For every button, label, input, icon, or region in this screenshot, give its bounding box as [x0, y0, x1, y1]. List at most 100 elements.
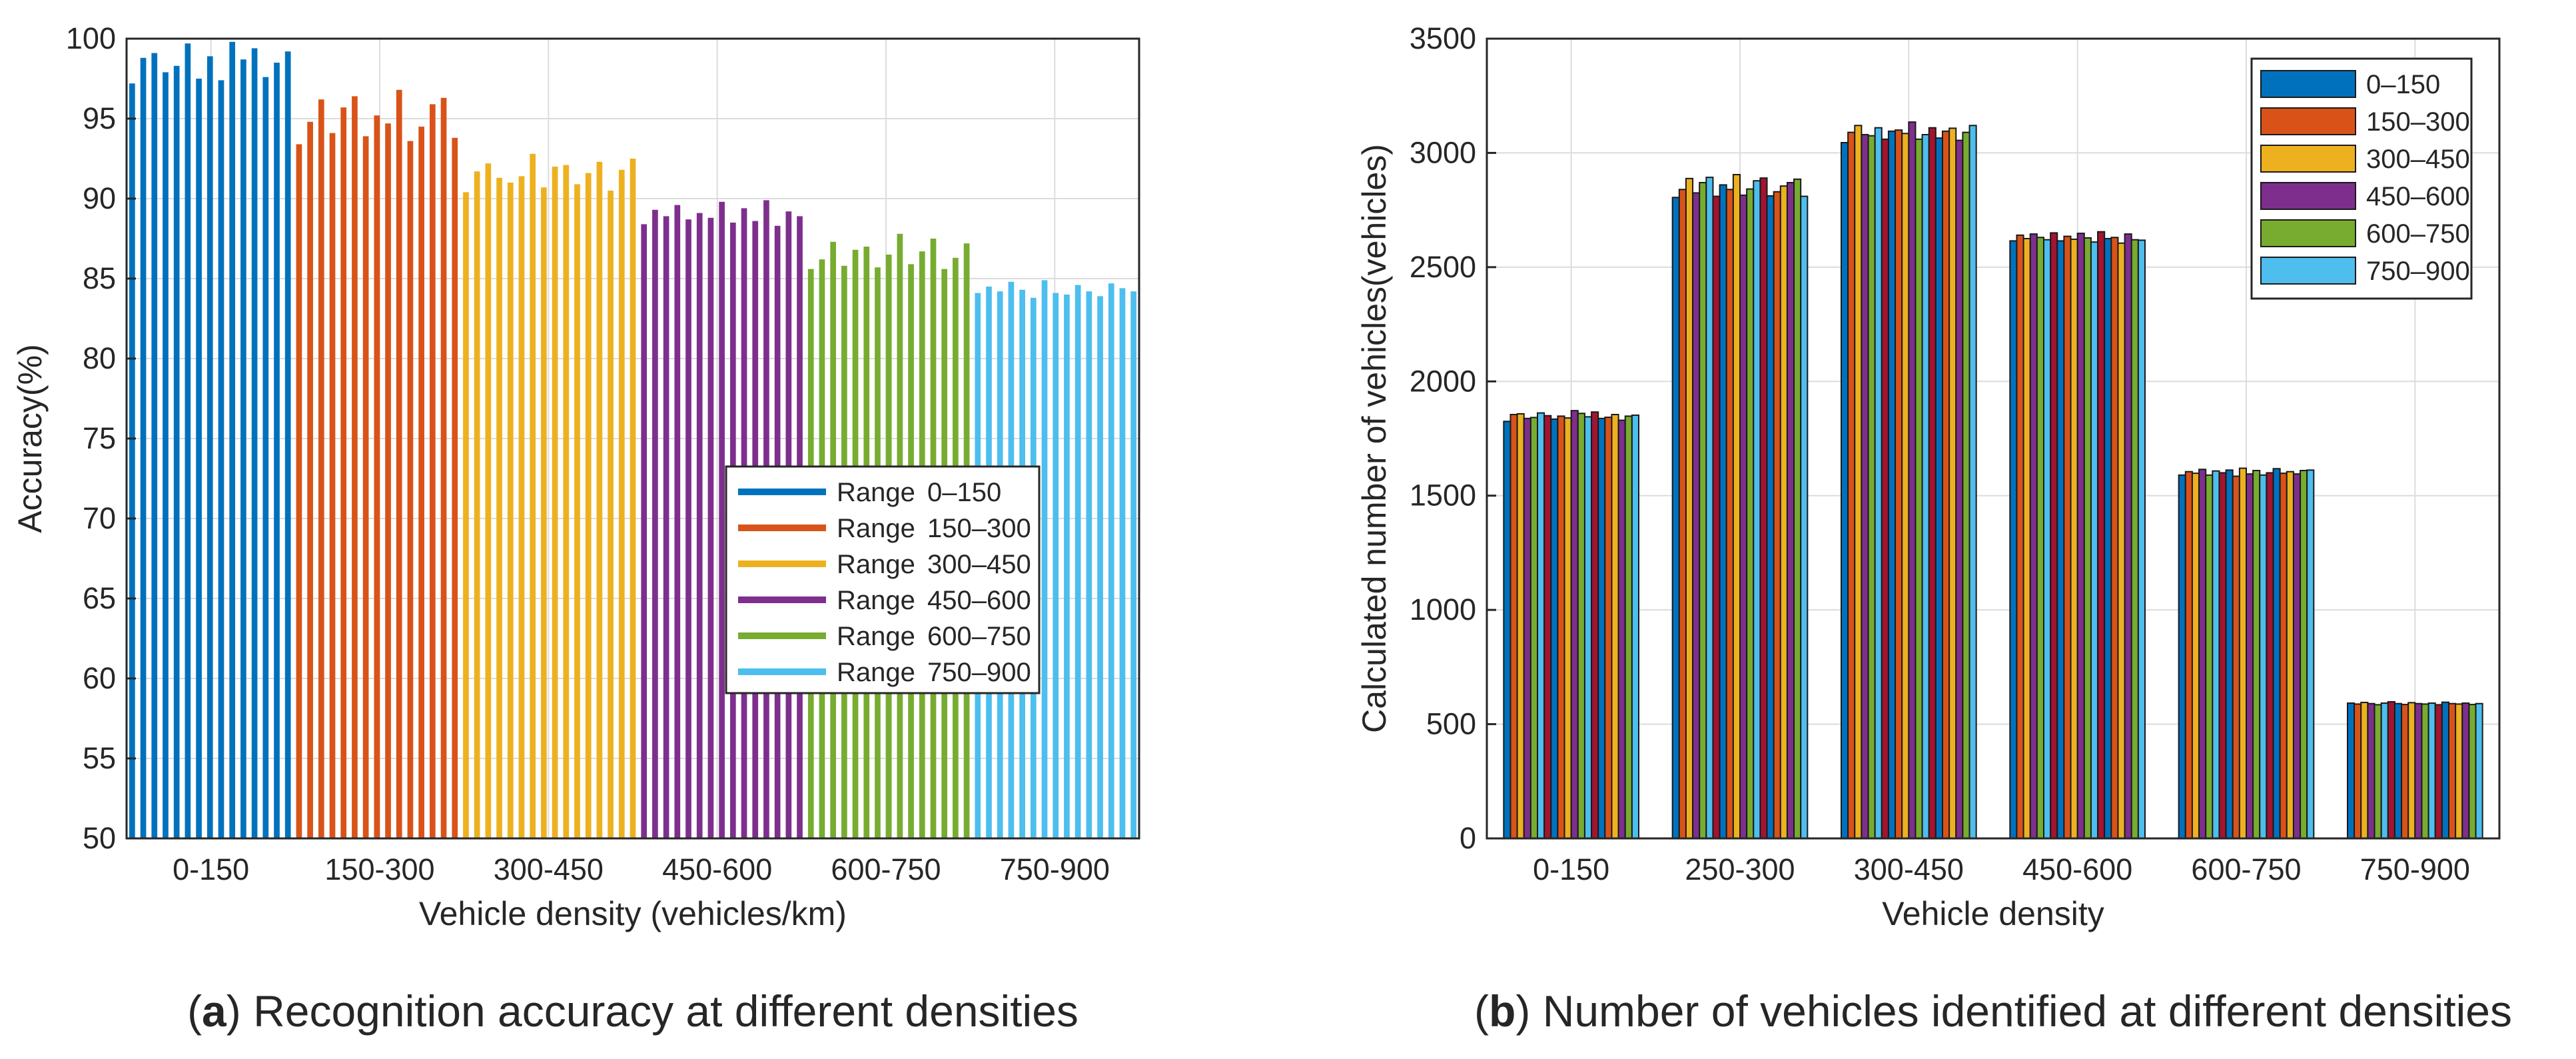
chart-b-bar	[2110, 237, 2119, 839]
chart-a-y-tick-label: 100	[66, 21, 116, 55]
chart-b-legend-label: 300–450	[2366, 145, 2470, 174]
chart-b-bar	[2414, 702, 2423, 839]
chart-b-bar	[2354, 703, 2362, 840]
chart-b-bar	[2373, 704, 2382, 840]
chart-a-x-label: Vehicle density (vehicles/km)	[419, 895, 847, 932]
chart-b-bar	[1881, 138, 1889, 839]
chart-a-y-tick-label: 85	[83, 261, 116, 295]
chart-a-y-tick-label: 95	[83, 101, 116, 135]
chart-a-bar	[374, 115, 380, 839]
chart-b-bar	[1861, 134, 1869, 839]
chart-b-x-tick-label: 0-150	[1533, 852, 1609, 886]
chart-a-bar	[140, 57, 147, 838]
chart-b-bar	[2225, 469, 2234, 839]
chart-b-bar	[2198, 469, 2207, 839]
chart-a-bar	[284, 51, 291, 839]
chart-a-y-tick-label: 80	[83, 341, 116, 375]
chart-b-bar	[1529, 417, 1539, 839]
chart-b-x-tick-label: 600-750	[2191, 852, 2301, 886]
chart-a-bar	[1108, 283, 1114, 838]
chart-b-bar	[1591, 411, 1599, 839]
chart-a-legend-range: 0–150	[927, 478, 1001, 507]
chart-a-legend-name: Range	[837, 478, 915, 507]
chart-a-y-tick-label: 65	[83, 581, 116, 615]
chart-b-y-tick-label: 0	[1460, 821, 1476, 855]
chart-b-bar	[1604, 417, 1613, 839]
chart-b-y-label: Calculated number of vehicles(vehicles)	[1356, 144, 1393, 733]
chart-b-legend-label: 450–600	[2366, 182, 2470, 211]
chart-b-y-tick-label: 3500	[1410, 21, 1476, 55]
chart-b-bar	[2137, 239, 2146, 839]
chart-a-bar	[507, 183, 514, 838]
chart-b-bar	[2184, 471, 2193, 839]
chart-a-bar	[1097, 296, 1103, 838]
chart-b-legend-swatch	[2260, 145, 2356, 173]
chart-b-y-tick-label: 1000	[1410, 592, 1476, 626]
chart-a-x-tick-label: 600-750	[831, 852, 941, 886]
chart-b-legend: 0–150 150–300 300–450 450–600 600–750 750–900	[2250, 57, 2473, 300]
chart-a-bar	[262, 77, 269, 839]
chart-a-bar	[318, 99, 324, 839]
chart-b-bar	[2016, 234, 2024, 840]
chart-a-bar	[429, 104, 436, 838]
chart-a-bar	[618, 169, 625, 839]
chart-a-bar	[274, 63, 280, 838]
chart-a-bar	[452, 137, 458, 838]
chart-b-bar	[2441, 701, 2450, 839]
chart-b-bar	[1692, 192, 1701, 839]
chart-b-x-tick-label: 250-300	[1685, 852, 1795, 886]
chart-a-legend-range: 750–900	[927, 658, 1031, 687]
chart-b-bar	[2218, 472, 2227, 839]
chart-b-bar	[1887, 130, 1897, 839]
chart-a-bar	[707, 217, 714, 838]
chart-a-bars	[129, 41, 1136, 839]
chart-a-legend-range: 300–450	[927, 550, 1031, 579]
chart-a-y-tick-label: 50	[83, 821, 116, 855]
chart-a-bar	[608, 191, 614, 838]
chart-b-bar	[2421, 703, 2429, 840]
chart-a-bar	[674, 205, 681, 839]
chart-b-bar	[2029, 233, 2038, 839]
chart-b-bar	[2117, 242, 2126, 840]
chart-a-bar	[185, 43, 191, 839]
chart-b-bar	[1766, 195, 1775, 839]
chart-b-y-tick-label: 2500	[1410, 250, 1476, 284]
chart-a-bar	[496, 177, 502, 838]
chart-a-bar	[485, 163, 492, 838]
chart-a-bar	[340, 107, 347, 839]
chart-b-bar	[1895, 129, 1903, 840]
chart-b-bar	[1874, 127, 1883, 840]
chart-a-bar	[218, 80, 224, 838]
chart-a-legend-name: Range	[837, 514, 915, 543]
chart-a-bar	[530, 153, 536, 838]
chart-a-bar	[463, 192, 469, 838]
chart-a-bar	[240, 59, 246, 839]
chart-b-bar	[2063, 235, 2072, 840]
chart-a-legend-name: Range	[837, 622, 915, 651]
chart-b-bar	[1509, 414, 1518, 839]
chart-b-bar	[1685, 177, 1694, 840]
chart-b-bar	[2252, 470, 2261, 839]
chart-b-x-label: Vehicle density	[1882, 895, 2104, 932]
chart-a-x-tick-label: 300-450	[494, 852, 604, 886]
chart-a-x-tick-label: 150-300	[324, 852, 434, 886]
chart-a-bar	[1086, 291, 1092, 838]
caption-b-text: Number of vehicles identified at differe…	[1543, 986, 2512, 1036]
chart-b-bar	[2393, 702, 2403, 839]
chart-a-x-tick-label: 750-900	[1000, 852, 1110, 886]
chart-b-bar	[2380, 702, 2389, 839]
chart-b-bar	[2124, 233, 2132, 839]
chart-b-bar	[2455, 703, 2463, 840]
chart-a-bar	[1119, 288, 1126, 838]
chart-a-bar	[418, 127, 424, 838]
chart-b-bar	[1793, 178, 1802, 840]
chart-b-bar	[1968, 125, 1977, 839]
chart-b-bar	[2367, 702, 2375, 839]
chart-b-bar	[1746, 188, 1755, 840]
chart-b-bar	[1523, 417, 1531, 839]
chart-b-bar	[1516, 413, 1525, 839]
caption-a-text: Recognition accuracy at different densit…	[253, 986, 1078, 1036]
chart-b-bar	[1779, 185, 1788, 839]
chart-a-bar	[1053, 293, 1059, 839]
